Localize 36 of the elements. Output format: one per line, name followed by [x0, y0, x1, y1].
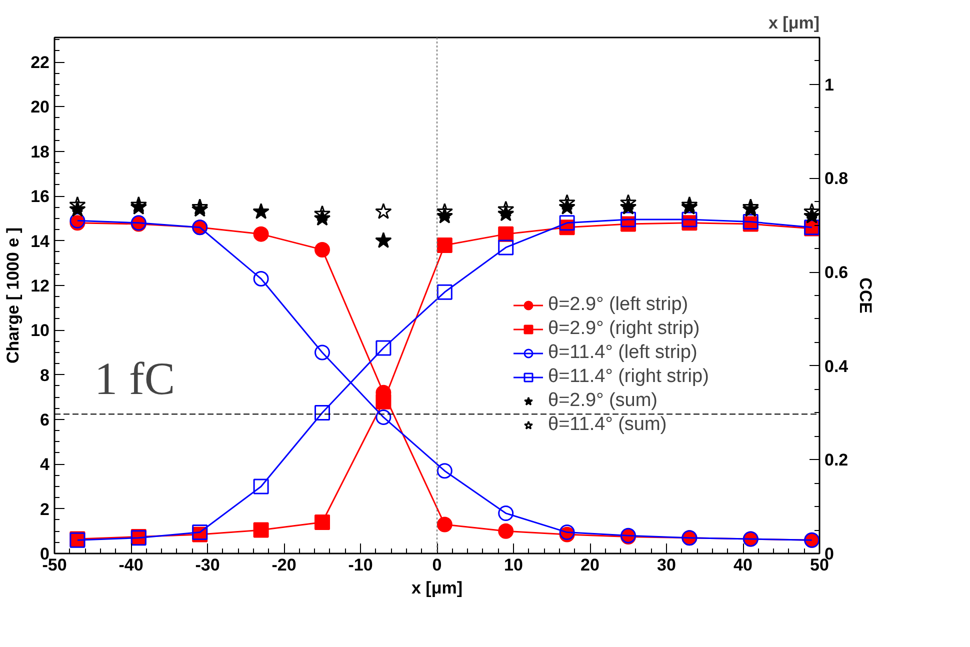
y-axis-title: Charge [ 1000 e ] — [4, 227, 23, 364]
x2-axis-title: x [μm] — [768, 14, 820, 32]
legend-label: θ=2.9° (right strip) — [548, 317, 700, 341]
y-tick-label: 2 — [40, 500, 50, 519]
legend-label: θ=11.4° (right strip) — [548, 365, 709, 389]
y-tick-label: 8 — [40, 366, 50, 385]
y-tick-label: 18 — [30, 142, 50, 162]
y-tick-label: 6 — [40, 410, 50, 430]
x-axis-title: x [μm] — [411, 578, 463, 598]
y-tick-label: 4 — [40, 455, 50, 474]
y2-tick-label: 0.4 — [824, 356, 849, 376]
legend-label: θ=2.9° (sum) — [548, 389, 658, 413]
x-tick-label: -20 — [272, 556, 296, 574]
y2-tick-label: 0.6 — [824, 263, 848, 282]
legend-label: θ=11.4° (sum) — [548, 413, 667, 437]
x-tick-label: 10 — [504, 556, 523, 574]
y2-axis-title: CCE — [856, 278, 876, 314]
legend-label: θ=11.4° (left strip) — [548, 341, 698, 365]
y2-tick-label: 0.8 — [824, 169, 848, 188]
x-tick-label: -40 — [118, 556, 144, 574]
x-tick-label: 30 — [657, 556, 676, 574]
x-tick-label: 0 — [432, 556, 442, 574]
x-tick-label: -30 — [195, 556, 220, 574]
y-tick-label: 20 — [30, 98, 50, 117]
y-tick-label: 16 — [30, 187, 50, 206]
x-tick-label: -10 — [348, 556, 373, 574]
y-tick-label: 14 — [30, 232, 50, 251]
y2-tick-label: 0.2 — [824, 450, 848, 470]
legend-label: θ=2.9° (left strip) — [548, 293, 688, 317]
y2-tick-label: 1 — [824, 75, 834, 94]
y-tick-label: 10 — [30, 321, 50, 340]
x-tick-label: 20 — [580, 556, 600, 574]
ref-line-label: 1 fC — [94, 353, 175, 404]
y-tick-label: 22 — [30, 53, 50, 72]
x-tick-label: 40 — [734, 556, 752, 574]
y-tick-label: 12 — [30, 276, 50, 296]
